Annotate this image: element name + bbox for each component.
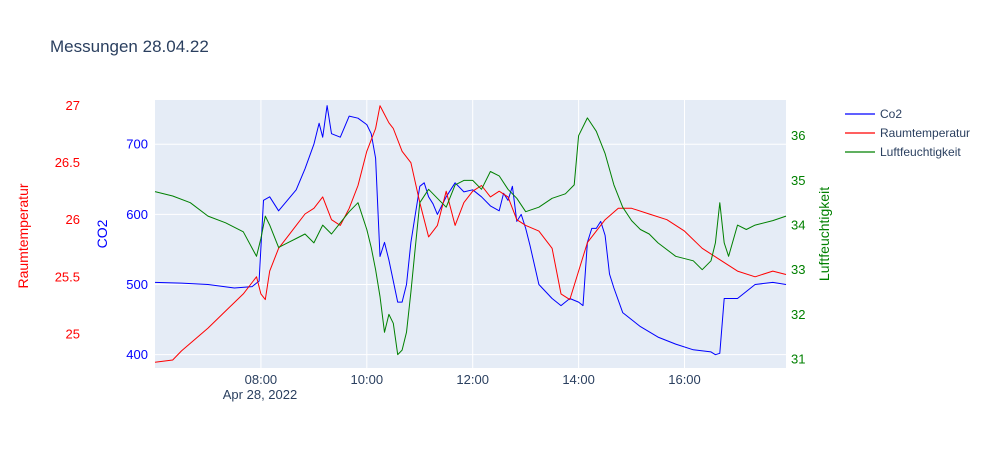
legend-item-raumtemperatur[interactable]: Raumtemperatur <box>845 126 970 140</box>
gridlines <box>155 100 786 368</box>
y-tick-label-hum: 36 <box>791 128 805 143</box>
y-tick-label-temp: 26.5 <box>55 155 80 170</box>
series-lines <box>154 105 787 363</box>
legend-item-luftfeuchtigkeit[interactable]: Luftfeuchtigkeit <box>845 145 961 159</box>
series-line-luftfeuchtigkeit[interactable] <box>154 117 787 356</box>
y-tick-label-temp: 26 <box>66 212 80 227</box>
plot-area <box>155 100 786 368</box>
legend-label-raumtemperatur: Raumtemperatur <box>880 126 970 140</box>
y-axis-label-humidity: Luftfeuchtigkeit <box>816 187 832 281</box>
x-tick-label: 14:00 <box>562 372 595 387</box>
x-tick-label: 12:00 <box>456 372 489 387</box>
series-line-co2[interactable] <box>154 105 787 356</box>
y-tick-label-temp: 27 <box>66 98 80 113</box>
y-tick-label-co2: 400 <box>126 347 148 362</box>
axes: 08:00 10:00 12:00 14:00 16:00 25 25.5 26 26.5 27 4… <box>55 98 806 387</box>
y-tick-label-hum: 33 <box>791 262 805 277</box>
legend[interactable]: Co2 Raumtemperatur Luftfeuchtigkeit <box>845 107 970 159</box>
y-tick-label-co2: 600 <box>126 207 148 222</box>
y-tick-label-hum: 34 <box>791 218 805 233</box>
y-tick-label-co2: 500 <box>126 277 148 292</box>
x-tick-label: 10:00 <box>351 372 384 387</box>
y-axis-label-temp: Raumtemperatur <box>15 183 31 288</box>
y-tick-label-temp: 25.5 <box>55 269 80 284</box>
legend-label-luftfeuchtigkeit: Luftfeuchtigkeit <box>880 145 961 159</box>
y-tick-label-co2: 700 <box>126 137 148 152</box>
y-tick-label-hum: 35 <box>791 173 805 188</box>
y-tick-label-hum: 32 <box>791 307 805 322</box>
legend-label-co2: Co2 <box>880 107 902 121</box>
x-axis-date-label: Apr 28, 2022 <box>223 387 297 402</box>
y-tick-label-hum: 31 <box>791 352 805 367</box>
y-tick-label-temp: 25 <box>66 326 80 341</box>
chart-title: Messungen 28.04.22 <box>50 37 209 56</box>
legend-item-co2[interactable]: Co2 <box>845 107 902 121</box>
x-tick-label: 16:00 <box>668 372 701 387</box>
series-line-raumtemperatur[interactable] <box>154 105 787 363</box>
x-tick-label: 08:00 <box>245 372 278 387</box>
y-axis-label-co2: CO2 <box>94 219 110 248</box>
